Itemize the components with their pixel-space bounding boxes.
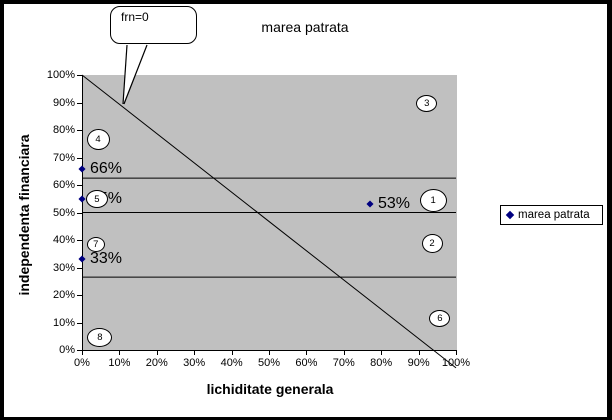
x-axis-tick [232,351,233,355]
legend-diamond-icon [505,210,515,220]
x-axis-tick-label: 60% [295,357,318,369]
x-axis-tick [456,351,457,355]
y-axis-tick-label: 90% [52,96,75,109]
x-axis-tick-label: 80% [370,357,393,369]
y-axis-tick-label: 20% [52,289,75,301]
y-axis-tick-label: 100% [46,69,75,81]
y-axis-tick-label: 40% [52,234,75,246]
y-axis-tick-label: 0% [59,344,75,356]
x-axis-tick [381,351,382,355]
y-axis-tick-label: 30% [52,261,75,274]
x-axis-title: lichiditate generala [206,381,334,397]
x-axis-tick [419,351,420,355]
legend-label: marea patrata [518,209,590,221]
y-axis-tick-label: 10% [52,316,75,329]
chart-title: marea patrata [261,19,349,35]
frn-callout-bubble: frn=0 [110,6,197,44]
x-axis-tick-label: 40% [220,357,243,369]
x-axis-tick [269,351,270,355]
x-axis-tick [344,351,345,355]
x-axis-tick-label: 100% [441,357,471,369]
x-axis-tick-label: 50% [257,357,281,369]
frn-callout-text: frn=0 [121,10,149,24]
chart-canvas: marea patrata 100% 90% 80% 70% 60% 50% 40% 30% 2… [4,4,607,417]
y-axis-tick-label: 50% [52,206,75,219]
y-axis-title: independenta financiara [16,134,32,296]
x-axis-tick [306,351,307,355]
legend: marea patrata [500,205,603,225]
x-axis-tick-label: 0% [74,357,90,369]
x-axis-tick [119,351,120,355]
y-axis-tick-label: 70% [52,151,75,164]
x-axis-tick-label: 70% [332,357,355,369]
x-axis-tick [82,351,83,355]
x-axis-tick-label: 30% [183,357,206,369]
y-axis-tick-label: 80% [52,124,75,136]
x-axis-tick-label: 20% [145,357,168,369]
x-axis-tick-label: 90% [407,357,430,369]
x-axis-tick-label: 10% [108,357,131,369]
x-axis-tick [157,351,158,355]
y-axis-tick-label: 60% [52,179,75,191]
x-axis-tick [194,351,195,355]
plot-area [82,75,457,351]
